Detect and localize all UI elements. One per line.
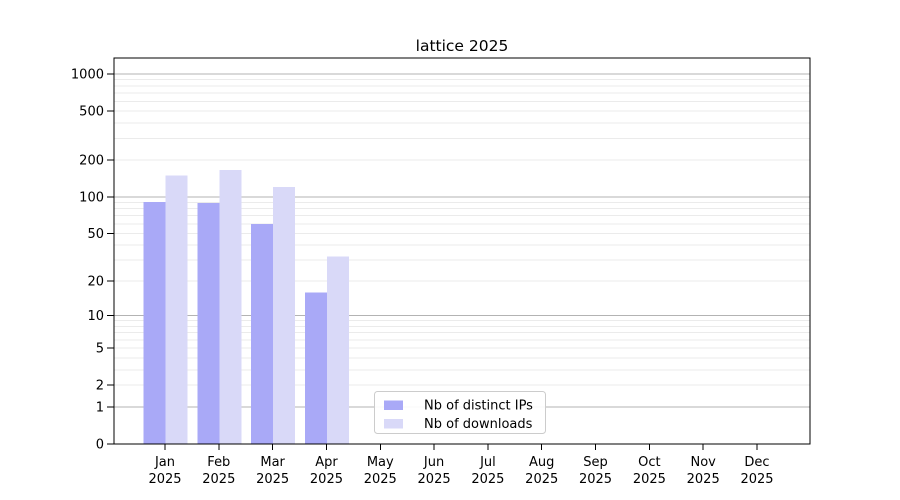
x-tick-label-may-year: 2025 bbox=[364, 472, 397, 487]
x-tick-label-aug-year: 2025 bbox=[525, 472, 558, 487]
legend-box bbox=[374, 391, 546, 434]
x-tick-label-jun-month: Jun bbox=[423, 455, 444, 470]
y-tick-label-20: 20 bbox=[87, 274, 104, 289]
y-tick-label-100: 100 bbox=[79, 190, 104, 205]
plot-border bbox=[113, 57, 811, 445]
x-tick-label-may-month: May bbox=[367, 455, 394, 470]
bar-nb-of-distinct-ips-apr bbox=[304, 292, 327, 444]
bar-nb-of-downloads-jan bbox=[165, 175, 188, 444]
x-tick-label-dec-month: Dec bbox=[744, 455, 769, 470]
legend-label-distinct-ips: Nb of distinct IPs bbox=[424, 399, 533, 414]
legend-swatch-downloads bbox=[384, 419, 403, 429]
legend: Nb of distinct IPs Nb of downloads bbox=[374, 391, 546, 434]
axes-layer bbox=[107, 57, 811, 450]
x-tick-label-oct-month: Oct bbox=[638, 455, 660, 470]
y-tick-label-2: 2 bbox=[96, 379, 104, 394]
x-tick-label-feb-year: 2025 bbox=[202, 472, 235, 487]
bar-nb-of-distinct-ips-feb bbox=[197, 203, 220, 444]
x-tick-label-jul-year: 2025 bbox=[471, 472, 504, 487]
bar-nb-of-downloads-apr bbox=[326, 256, 349, 444]
x-tick-label-jul-month: Jul bbox=[479, 455, 496, 470]
x-tick-label-aug-month: Aug bbox=[529, 455, 554, 470]
legend-swatch-distinct-ips bbox=[384, 400, 403, 410]
bar-nb-of-distinct-ips-jan bbox=[143, 201, 166, 444]
x-tick-label-oct-year: 2025 bbox=[633, 472, 666, 487]
y-tick-label-500: 500 bbox=[79, 105, 104, 120]
x-tick-label-jan-year: 2025 bbox=[148, 472, 181, 487]
y-tick-label-10: 10 bbox=[87, 309, 104, 324]
y-tick-label-50: 50 bbox=[87, 227, 104, 242]
tick-labels-layer: 0 1 2 5 10 20 50 100 200 500 1000 Jan 2025 Feb 2025 Mar… bbox=[71, 68, 774, 488]
chart-title: lattice 2025 bbox=[416, 37, 509, 55]
y-tick-label-200: 200 bbox=[79, 153, 104, 168]
legend-label-downloads: Nb of downloads bbox=[424, 417, 533, 432]
x-tick-label-nov-year: 2025 bbox=[687, 472, 720, 487]
x-tick-label-apr-year: 2025 bbox=[310, 472, 343, 487]
x-tick-label-sep-month: Sep bbox=[583, 455, 608, 470]
x-tick-label-jun-year: 2025 bbox=[418, 472, 451, 487]
bar-nb-of-distinct-ips-mar bbox=[251, 223, 274, 444]
y-tick-label-1: 1 bbox=[96, 400, 104, 415]
bar-nb-of-downloads-mar bbox=[273, 187, 296, 445]
x-tick-label-sep-year: 2025 bbox=[579, 472, 612, 487]
x-tick-label-apr-month: Apr bbox=[315, 455, 338, 470]
bar-nb-of-downloads-feb bbox=[219, 170, 242, 444]
x-tick-label-nov-month: Nov bbox=[690, 455, 716, 470]
y-tick-label-0: 0 bbox=[96, 438, 104, 453]
y-tick-label-1000: 1000 bbox=[71, 68, 104, 83]
x-tick-label-feb-month: Feb bbox=[207, 455, 230, 470]
x-tick-label-jan-month: Jan bbox=[154, 455, 175, 470]
bars-layer bbox=[143, 170, 349, 445]
y-tick-label-5: 5 bbox=[96, 342, 104, 357]
x-tick-label-dec-year: 2025 bbox=[740, 472, 773, 487]
x-tick-label-mar-year: 2025 bbox=[256, 472, 289, 487]
x-tick-label-mar-month: Mar bbox=[260, 455, 285, 470]
